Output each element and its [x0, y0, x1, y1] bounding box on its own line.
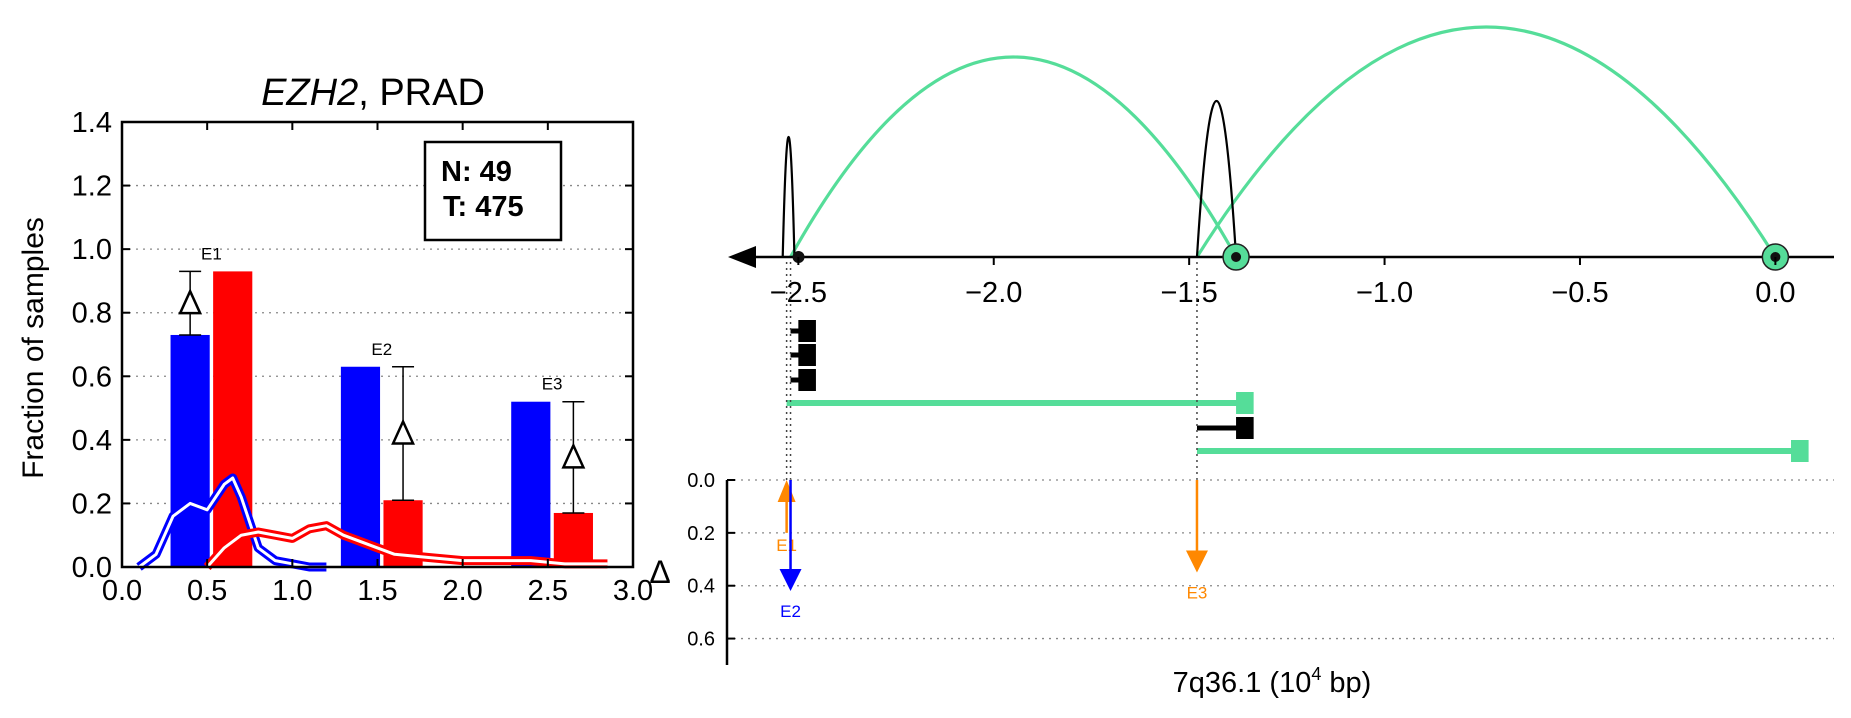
- genome-tick-label: −2.0: [965, 277, 1022, 309]
- x-tick-label: 1.0: [272, 575, 312, 607]
- delta-arrow-head-icon: [1185, 550, 1208, 573]
- genome-tick-label: −0.5: [1551, 277, 1608, 309]
- y-tick-label: 1.0: [72, 234, 112, 266]
- y-tick-label: 0.6: [72, 361, 112, 393]
- x-tick-label: 2.0: [443, 575, 483, 607]
- splice-site-dot: [1231, 252, 1242, 262]
- y-axis-label: Fraction of samples: [17, 217, 50, 479]
- genome-tick-label: −1.0: [1356, 277, 1413, 309]
- delta-tick-labels: 0.0 0.2 0.4 0.6: [687, 470, 735, 651]
- junction-arc: [781, 136, 796, 258]
- strand-arrow-icon: [728, 246, 756, 268]
- bars: [170, 271, 593, 567]
- legend-n-label: N: 49: [441, 156, 512, 188]
- isoform-exon-block: [798, 320, 816, 342]
- junction-arc: [789, 55, 1238, 258]
- x-axis-label-prefix: 7q36.1 (10: [1173, 667, 1312, 699]
- delta-triangle-icon: [561, 442, 586, 469]
- delta-arrow-label: E1: [776, 536, 797, 555]
- normal-bar: [511, 401, 551, 567]
- plot-frame: [120, 120, 635, 569]
- y-tick-label: 1.4: [72, 107, 112, 139]
- exon-label: E2: [371, 340, 392, 359]
- delta-tick-label: 0.2: [687, 523, 715, 545]
- delta-arrow-label: E3: [1187, 584, 1208, 603]
- y-tick-label: 0.8: [72, 298, 112, 330]
- legend-box: N: 49 T: 475: [423, 140, 563, 242]
- genome-tick-label: −2.5: [770, 277, 827, 309]
- junction-arc: [1195, 100, 1238, 258]
- delta-triangle-icon: [178, 288, 203, 315]
- x-tick-label: 0.0: [102, 575, 142, 607]
- delta-tick-label: 0.4: [687, 576, 715, 598]
- isoform-exon-block: [1236, 392, 1254, 414]
- delta-arrow-head-icon: [777, 480, 796, 502]
- junction-arcs: [781, 25, 1777, 258]
- isoform-exon-block: [1791, 440, 1809, 462]
- delta-triangle-icon: [391, 418, 415, 445]
- gene-structure-panel: −2.5 −2.0 −1.5 −1.0 −0.5 0.0 0.00.20.40.6 E1E…: [649, 25, 1834, 699]
- isoform-exon-block: [1236, 417, 1254, 439]
- exon-guide-lines: [785, 262, 1198, 480]
- x-tick-label: 0.5: [187, 575, 227, 607]
- genome-tick-label: −1.5: [1161, 277, 1218, 309]
- x-tick-label: 2.5: [528, 575, 568, 607]
- title-rest: , PRAD: [358, 72, 485, 114]
- exon-label: E3: [542, 375, 563, 394]
- tumor-density-line: [206, 524, 608, 568]
- tumor-bar: [553, 512, 593, 567]
- x-tick-label: 1.5: [357, 575, 397, 607]
- genome-tick-labels: −2.5 −2.0 −1.5 −1.0 −0.5 0.0: [770, 257, 1796, 309]
- tick-labels: 0.0 0.2 0.4 0.6 0.8 1.0 1.2 1.4 0.0 0.5 1.0 1.5 2.0 2…: [72, 107, 653, 607]
- x-tick-label: 3.0: [613, 575, 653, 607]
- isoform-exon-block: [798, 344, 816, 366]
- title-gene: EZH2: [261, 72, 358, 114]
- y-tick-label: 0.0: [72, 552, 112, 584]
- chart-title: EZH2, PRAD: [261, 72, 485, 114]
- x-axis-label-exponent: 4: [1311, 664, 1321, 684]
- isoforms: [786, 320, 1809, 462]
- delta-arrow-head-icon: [779, 569, 802, 591]
- x-axis-label-suffix: bp): [1321, 667, 1371, 699]
- delta-arrow-label: E2: [780, 602, 801, 621]
- delta-grid-lines: [727, 479, 1834, 640]
- delta-arrows: E1 E2 E3: [776, 480, 1208, 621]
- error-bars: E1 E2 E3: [178, 244, 586, 514]
- y-tick-label: 0.4: [72, 425, 112, 457]
- delta-tick-label: 0.6: [687, 629, 715, 651]
- y-tick-label: 0.2: [72, 488, 112, 520]
- delta-axis-label: Δ: [649, 554, 670, 590]
- genome-tick-label: 0.0: [1755, 277, 1795, 309]
- junction-arc: [1195, 25, 1777, 258]
- delta-tick-label: 0.0: [687, 470, 715, 492]
- y-tick-label: 1.2: [72, 171, 112, 203]
- isoform-exon-block: [798, 369, 816, 391]
- normal-bar: [170, 334, 210, 567]
- x-axis-label: 7q36.1 (104 bp): [1173, 664, 1372, 699]
- bar-chart-panel: EZH2, PRAD E1 E2 E3 0.0 0.2 0.4 0.6 0.8 1.0 1.2 1…: [17, 72, 653, 607]
- legend-t-label: T: 475: [443, 191, 524, 223]
- exon-label: E1: [201, 244, 222, 263]
